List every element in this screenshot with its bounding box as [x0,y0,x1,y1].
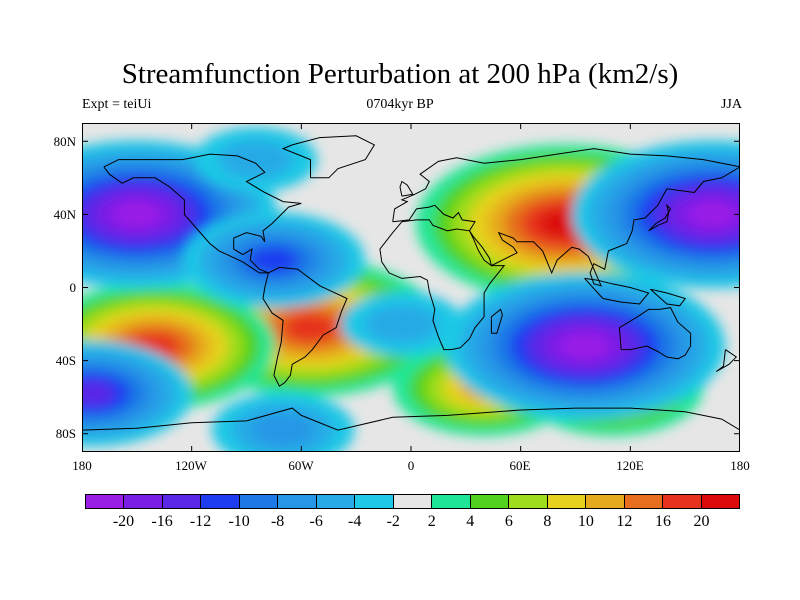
colorbar-label: 10 [577,513,594,530]
colorbar-box [509,495,548,508]
colorbar-box [432,495,471,508]
colorbar-label: -10 [228,513,250,530]
season-label: JJA [720,97,742,112]
colorbar-box [470,495,510,508]
lat-label-40s: 40S [55,353,76,368]
coastline-new-zealand [715,349,738,373]
anomaly-contour [112,201,162,228]
colorbar-label: 16 [654,513,671,530]
colorbar-label: 2 [427,513,436,530]
colorbar-label: 6 [504,513,513,530]
coastline-greenland [281,135,376,179]
colorbar-label: 12 [616,513,633,530]
anomaly-contour [559,332,610,360]
colorbar-box [239,495,279,508]
colorbar-box [355,495,394,508]
colorbar-label: -8 [270,513,285,530]
colorbar-label: 20 [693,513,710,530]
period-label: 0704kyr BP [366,97,434,112]
colorbar-box [547,495,587,508]
colorbar-label: -4 [348,513,362,530]
colorbar-label: 4 [466,513,475,530]
lon-label-120w: 120W [175,458,207,473]
colorbar-box [586,495,625,508]
coastline-japan [648,203,672,232]
lat-label-40n: 40N [53,207,76,222]
colorbar-box [624,495,664,508]
colorbar-box [124,495,163,508]
colorbar-box [278,495,317,508]
colorbar-box [701,495,739,508]
lat-label-80n: 80N [53,134,76,149]
anomaly-contour [364,304,439,344]
coastline-antarctica [82,407,740,431]
coastline-new-guinea [650,288,687,307]
colorbar-box [393,495,433,508]
lon-label-180w: 180 [72,458,92,473]
lat-label-80s: 80S [55,426,76,441]
anomaly-contour [284,313,337,342]
colorbar-box [201,495,240,508]
coastline-uk [399,180,414,197]
map-panel [82,123,740,452]
map-title: Streamfunction Perturbation at 200 hPa (… [121,58,679,90]
lon-label-60w: 60W [288,458,314,473]
lon-label-120e: 120E [616,458,644,473]
colorbar-label: -6 [309,513,323,530]
colorbar-label: -16 [151,513,173,530]
coastline-south-america [262,266,348,387]
colorbar-box [162,495,202,508]
colorbar-box [86,495,125,508]
anomaly-contour [249,246,299,274]
colorbar-box [316,495,356,508]
coastline-madagascar [490,308,503,334]
coastline-australia [618,307,692,360]
anomaly-contour [252,413,314,447]
anomaly-contour [218,140,293,179]
streamfunction-map [82,123,740,452]
colorbar [85,494,740,509]
colorbar-label: -20 [112,513,135,530]
experiment-label: Expt = teiUi [82,97,152,112]
colorbar-label: -2 [386,513,400,530]
colorbar-box [663,495,702,508]
colorbar-label: -12 [189,513,212,530]
lon-label-0: 0 [407,458,415,473]
coastline-indonesia [584,277,650,305]
lon-label-60e: 60E [509,458,531,473]
coastline-africa [379,219,506,351]
anomaly-contour [82,381,115,406]
colorbar-label: 8 [543,513,552,530]
anomaly-contour [687,201,738,228]
coastline-north-america [103,153,302,274]
lat-label-0: 0 [69,280,77,295]
lon-label-180e: 180 [730,458,750,473]
